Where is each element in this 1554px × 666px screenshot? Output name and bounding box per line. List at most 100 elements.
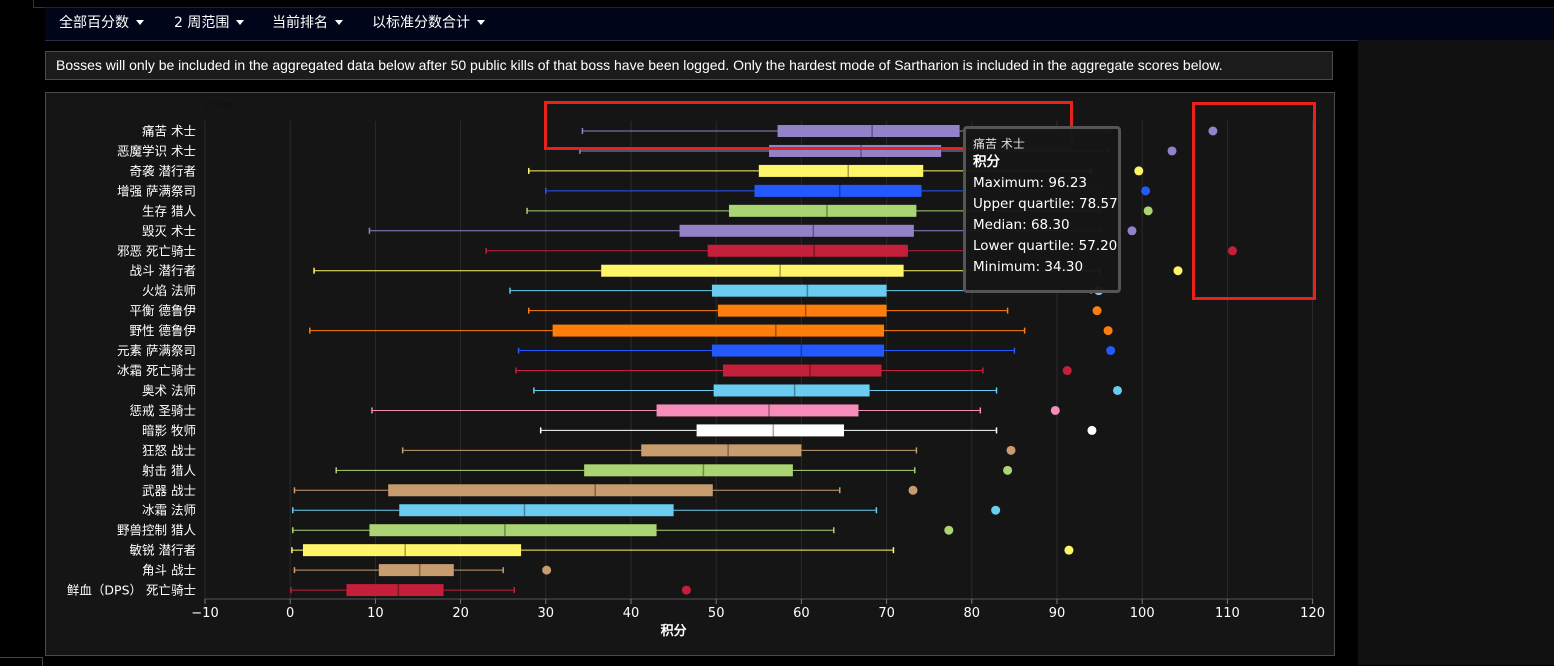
notice-banner: Bosses will only be included in the aggr… (45, 51, 1333, 80)
category-label: 暗影 牧师 (142, 423, 196, 438)
x-tick-label: 10 (367, 606, 384, 621)
outlier-point (681, 585, 691, 595)
x-tick-label: 30 (538, 606, 555, 621)
box-iqr (717, 304, 887, 317)
box-iqr (723, 364, 882, 377)
side-panel (1358, 40, 1554, 665)
x-tick-label: 70 (878, 606, 895, 621)
box-iqr (399, 504, 674, 517)
category-label: 敏锐 潜行者 (130, 543, 196, 558)
x-tick-label: 100 (1130, 606, 1155, 621)
category-label: 冰霜 法师 (142, 503, 196, 518)
x-tick-label: 90 (1049, 606, 1066, 621)
outlier-point (1106, 346, 1116, 356)
outlier-point (1003, 465, 1013, 475)
aggregate-mode-dropdown-label: 以标准分数合计 (372, 15, 470, 31)
box-iqr (777, 125, 960, 137)
outlier-point (1006, 445, 1016, 455)
category-label: 增强 萨满祭司 (117, 183, 196, 198)
chevron-down-icon (477, 19, 485, 25)
box-iqr (696, 424, 844, 437)
outlier-point (1134, 166, 1144, 176)
outlier-point (542, 565, 552, 575)
box-iqr (711, 284, 887, 297)
category-label: 冰霜 死亡骑士 (117, 363, 196, 378)
x-tick-label: 0 (286, 606, 294, 621)
highlight-box-outliers (1192, 102, 1316, 300)
outlier-point (1112, 385, 1122, 395)
ranking-dropdown-label: 当前排名 (272, 15, 328, 31)
category-label: 惩戒 圣骑士 (130, 403, 196, 418)
category-label: 武器 战士 (142, 483, 196, 498)
box-iqr (584, 464, 793, 477)
box-iqr (378, 564, 454, 577)
box-iqr (728, 204, 917, 217)
outlier-point (1208, 126, 1218, 136)
aggregate-mode-dropdown[interactable]: 以标准分数合计 (372, 8, 485, 40)
category-label: 战斗 潜行者 (130, 263, 196, 278)
time-range-dropdown-label: 2 周范围 (174, 15, 230, 31)
category-label: 毁灭 术士 (142, 223, 196, 238)
category-label: 平衡 德鲁伊 (130, 303, 196, 318)
box-iqr (754, 184, 922, 197)
box-iqr (713, 384, 870, 397)
outlier-point (1103, 326, 1113, 336)
outlier-point (944, 525, 954, 535)
category-label: 角斗 战士 (142, 563, 196, 578)
chart-tooltip: 痛苦 术士 积分 Maximum: 96.23 Upper quartile: … (963, 126, 1121, 293)
category-label: 痛苦 术士 (142, 124, 196, 139)
zoom-label[interactable]: Zoom (204, 97, 238, 112)
outlier-point (1141, 186, 1151, 196)
x-tick-label: 60 (793, 606, 810, 621)
chevron-down-icon (136, 19, 144, 25)
outlier-point (1173, 266, 1183, 276)
category-label: 元素 萨满祭司 (117, 343, 196, 358)
box-iqr (711, 344, 885, 357)
percentile-dropdown[interactable]: 全部百分数 (59, 8, 144, 40)
category-label: 恶魔学识 术士 (117, 143, 196, 158)
outlier-point (1143, 206, 1153, 216)
outlier-point (991, 505, 1001, 515)
box-iqr (601, 264, 904, 277)
x-axis-title: 积分 (661, 623, 687, 639)
category-label: 射击 猎人 (142, 463, 196, 478)
time-range-dropdown[interactable]: 2 周范围 (174, 8, 245, 40)
outlier-point (1050, 405, 1060, 415)
chevron-down-icon (335, 19, 343, 25)
x-tick-label: 50 (708, 606, 725, 621)
box-iqr (641, 444, 802, 457)
outlier-point (1062, 366, 1072, 376)
box-iqr (369, 524, 657, 537)
tooltip-maximum: Maximum: 96.23 (973, 175, 1088, 191)
tooltip-title: 痛苦 术士 (973, 137, 1025, 151)
category-label: 火焰 法师 (142, 283, 196, 298)
category-label: 生存 猎人 (142, 203, 196, 218)
category-label: 邪恶 死亡骑士 (117, 243, 196, 258)
box-iqr (656, 404, 859, 417)
x-tick-label: 80 (964, 606, 981, 621)
outlier-point (1064, 545, 1074, 555)
outlier-point (908, 485, 918, 495)
tooltip-lower-quartile: Lower quartile: 57.20 (973, 238, 1118, 254)
box-iqr (707, 244, 908, 257)
box-iqr (679, 224, 914, 237)
category-label: 奥术 法师 (142, 383, 196, 398)
chevron-down-icon (236, 19, 245, 25)
category-label: 奇袭 潜行者 (130, 163, 196, 178)
tooltip-upper-quartile: Upper quartile: 78.57 (973, 196, 1118, 212)
category-label: 狂怒 战士 (142, 443, 196, 458)
x-tick-label: −10 (191, 606, 218, 621)
ranking-dropdown[interactable]: 当前排名 (272, 8, 343, 40)
highlight-box-top (544, 101, 1073, 150)
tooltip-median: Median: 68.30 (973, 217, 1070, 233)
box-iqr (758, 164, 924, 177)
box-iqr (302, 544, 522, 557)
category-label: 野性 德鲁伊 (130, 323, 196, 338)
box-iqr (552, 324, 885, 337)
x-tick-label: 110 (1215, 606, 1240, 621)
boxplot-chart-container[interactable]: −10 0 10 20 30 40 50 60 70 80 90 100 110 120 积分 痛苦 术士 恶魔… (45, 92, 1335, 656)
tooltip-series: 积分 (973, 154, 1000, 170)
x-tick-label: 120 (1300, 606, 1325, 621)
category-label: 野兽控制 猎人 (117, 523, 196, 538)
